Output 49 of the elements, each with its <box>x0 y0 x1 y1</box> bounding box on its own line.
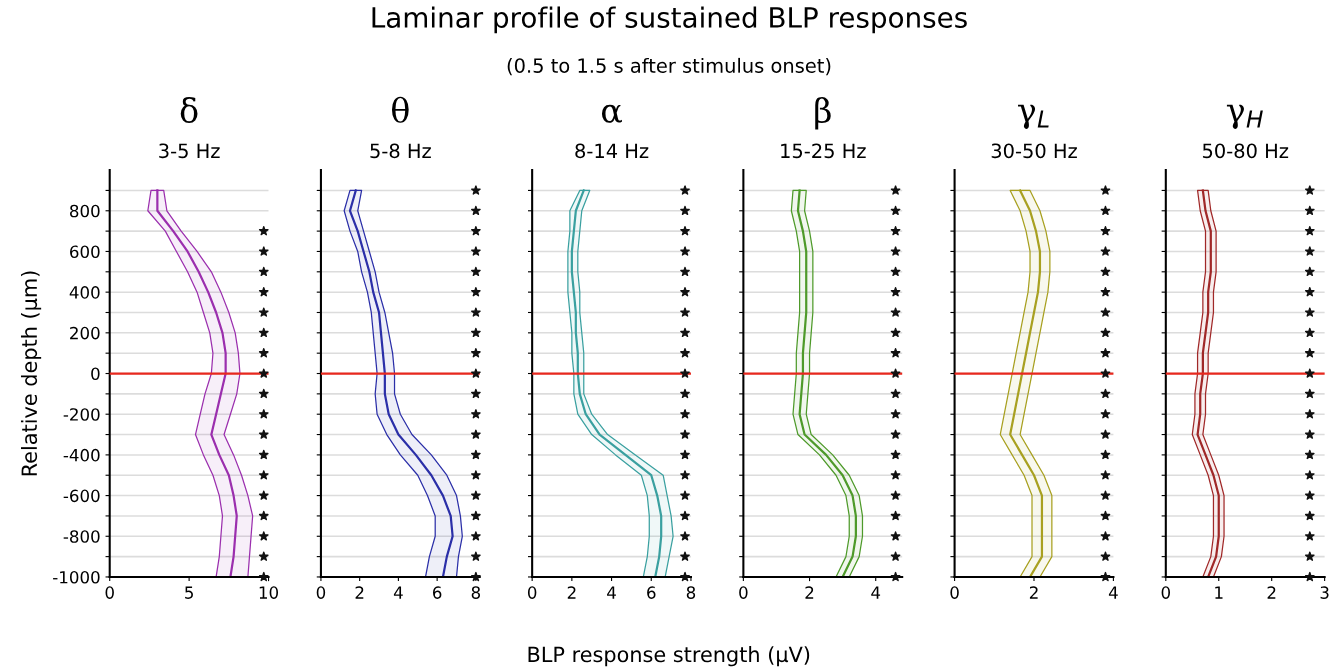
x-tick-label: 6 <box>647 586 656 599</box>
y-tick-label: 0 <box>91 367 100 381</box>
y-tick-label: -600 <box>63 489 100 503</box>
x-tick-label: 5 <box>185 586 193 599</box>
x-tick-label: 2 <box>1029 586 1038 599</box>
x-tick-label: 0 <box>950 586 959 599</box>
chart-title: β <box>815 96 831 130</box>
x-tick-label: 0 <box>316 586 326 599</box>
chart-title: θ <box>391 96 409 123</box>
x-tick-label: 0 <box>1161 586 1170 599</box>
x-tick-label: 0 <box>739 586 748 599</box>
x-tick-label: 2 <box>355 586 364 599</box>
text: (0.5 to 1.5 s after stimulus onset) <box>507 57 831 76</box>
x-tick-label: 6 <box>433 586 442 599</box>
chart-title: γ$_{L}$ <box>1018 104 1049 129</box>
x-tick-label: 1 <box>1215 586 1223 599</box>
x-tick-label: 4 <box>871 586 881 599</box>
x-tick-label: 0 <box>527 586 537 599</box>
chart-subtitle: 5-8 Hz <box>370 143 431 159</box>
x-tick-label: 2 <box>567 586 576 599</box>
x-tick-label: 4 <box>607 586 616 599</box>
x-tick-label: 2 <box>805 586 814 599</box>
x-tick-label: 4 <box>1108 586 1118 599</box>
y-tick-label: -200 <box>63 408 100 421</box>
y-tick-label: 200 <box>70 326 100 340</box>
x-tick-label: 3 <box>1320 586 1329 599</box>
y-tick-label: 600 <box>70 245 100 259</box>
chart-subtitle: 3-5 Hz <box>159 143 220 159</box>
y-tick-label: 400 <box>69 286 100 299</box>
chart-title: α <box>601 104 622 123</box>
chart-title: δ <box>180 96 198 123</box>
y-tick-label: -800 <box>63 530 100 543</box>
y-tick-label: 800 <box>70 204 100 218</box>
x-tick-label: 8 <box>471 586 481 599</box>
y-tick-label: -1000 <box>53 570 100 584</box>
chart-title: γ$_{H}$ <box>1226 104 1263 129</box>
chart-subtitle: 30-50 Hz <box>991 143 1077 159</box>
text: Laminar profile of sustained BLP responses <box>372 6 967 34</box>
chart-subtitle: 50-80 Hz <box>1202 143 1289 159</box>
x-tick-label: 2 <box>1267 586 1276 599</box>
y-axis-title: Relative depth (µm) <box>20 271 42 476</box>
y-tick-label: -400 <box>63 448 100 462</box>
chart-subtitle: 8-14 Hz <box>575 143 649 159</box>
x-tick-label: 8 <box>686 586 696 599</box>
x-tick-label: 0 <box>105 586 114 599</box>
chart-subtitle: 15-25 Hz <box>781 143 866 159</box>
x-axis-title: BLP response strength (µV) <box>528 646 810 667</box>
x-tick-label: 4 <box>393 586 403 599</box>
x-tick-label: 10 <box>259 586 279 599</box>
